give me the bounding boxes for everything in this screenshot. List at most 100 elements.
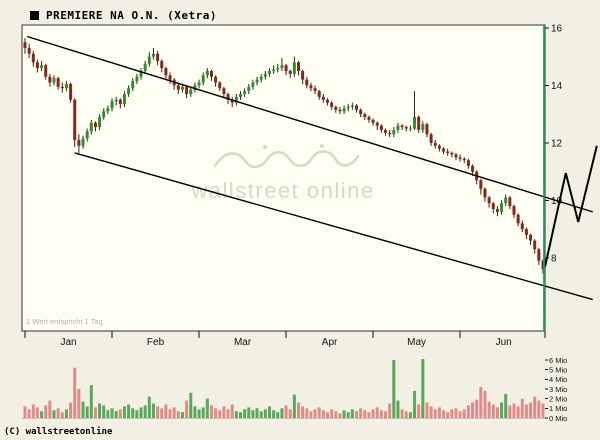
candle-body (326, 99, 330, 103)
candle-body (450, 152, 454, 155)
volume-bar (280, 408, 284, 418)
candle-body (417, 117, 421, 130)
candle-body (259, 76, 263, 80)
candle-body (251, 82, 255, 87)
candle-body (218, 82, 222, 89)
candle-body (205, 71, 209, 76)
volume-bar (429, 406, 433, 418)
candle-body (85, 131, 89, 139)
candle-body (122, 94, 126, 105)
volume-bar (330, 409, 334, 418)
candle-body (301, 71, 305, 80)
volume-bar (168, 409, 172, 418)
volume-bar (458, 411, 462, 418)
candle-body (180, 86, 184, 90)
candle-body (408, 128, 412, 130)
chart-title: PREMIERE NA O.N. (Xetra) (46, 9, 217, 22)
candle-body (508, 197, 512, 207)
volume-bar (541, 403, 545, 418)
candle-body (44, 65, 48, 77)
volume-bar (491, 404, 495, 418)
candle-body (226, 94, 230, 100)
volume-bar (73, 367, 77, 418)
candle-body (288, 71, 292, 74)
volume-tick-label: 4 Mio (549, 375, 567, 384)
volume-bar (495, 407, 499, 418)
volume-bar (44, 405, 48, 418)
candle-body (93, 122, 97, 128)
volume-bar (234, 411, 238, 418)
volume-bar (89, 385, 93, 418)
candle-body (27, 48, 31, 54)
volume-bar (421, 359, 425, 418)
volume-bar (317, 407, 321, 418)
volume-bar (425, 402, 429, 418)
volume-bar (437, 407, 441, 418)
candle-body (185, 86, 189, 94)
candle-body (243, 91, 247, 94)
candle-body (238, 94, 242, 97)
candle-body (504, 197, 508, 204)
volume-bar (363, 410, 367, 418)
candle-body (533, 240, 537, 250)
volume-bar (450, 409, 454, 418)
volume-bar (114, 411, 118, 418)
candle-body (454, 154, 458, 158)
volume-bar (346, 412, 350, 418)
candle-body (189, 89, 193, 94)
volume-bar (40, 411, 44, 418)
candle-body (458, 157, 462, 159)
volume-bar (172, 407, 176, 418)
volume-bar (226, 409, 230, 418)
title-marker-icon (30, 11, 39, 20)
volume-tick-label: 0 Mio (549, 414, 567, 423)
volume-bar (238, 412, 242, 418)
volume-bar (516, 406, 520, 418)
candle-body (56, 78, 60, 87)
volume-bar (185, 400, 189, 418)
watermark-dot-icon (320, 144, 324, 148)
candle-body (471, 165, 475, 172)
candle-body (309, 85, 313, 89)
price-tick-label: 8 (551, 253, 557, 264)
candle-body (297, 62, 301, 71)
candle-body (437, 145, 441, 149)
title-bar: PREMIERE NA O.N. (Xetra) (30, 9, 217, 22)
volume-bar (326, 412, 330, 418)
volume-bar (189, 392, 193, 418)
volume-bar (77, 388, 81, 418)
volume-bar (81, 401, 85, 418)
volume-bar (334, 411, 338, 418)
candle-body (379, 125, 383, 130)
candle-body (355, 105, 359, 110)
month-label: Jan (60, 337, 76, 348)
candle-body (388, 132, 392, 135)
candle-body (164, 68, 168, 76)
month-label: Feb (147, 337, 165, 348)
volume-bar (500, 402, 504, 418)
volume-bar (524, 404, 528, 418)
volume-bar (98, 403, 102, 418)
candle-body (363, 114, 367, 117)
candle-body (495, 209, 499, 212)
volume-bar (466, 405, 470, 418)
volume-bar (106, 410, 110, 418)
candle-body (272, 69, 276, 71)
candle-body (524, 229, 528, 235)
watermark-text: wallstreet online (190, 178, 374, 203)
candle-body (139, 71, 143, 77)
volume-bar (284, 405, 288, 418)
candle-body (110, 101, 114, 109)
candle-body (321, 96, 325, 100)
candle-body (305, 79, 309, 86)
volume-bar (143, 405, 147, 418)
volume-bar (471, 402, 475, 418)
copyright-text: (C) wallstreetonline (4, 427, 113, 437)
volume-bar (193, 406, 197, 418)
candle-body (491, 203, 495, 209)
volume-bar (267, 406, 271, 418)
volume-bar (222, 406, 226, 418)
volume-bar (396, 400, 400, 418)
candle-body (69, 83, 73, 100)
